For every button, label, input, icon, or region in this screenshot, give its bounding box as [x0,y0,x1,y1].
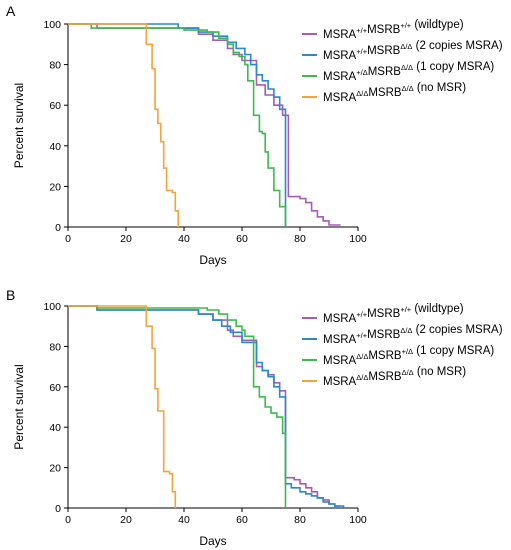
y-tick-label: 40 [49,422,61,434]
legend-label: MSRA+/ΔMSRBΔ/Δ (1 copy MSRA) [323,61,494,83]
x-tick-label: 0 [65,233,71,245]
series-line-2 [68,23,287,227]
legend-label: MSRAΔ/ΔMSRBΔ/Δ (no MSR) [323,82,466,104]
y-tick-label: 60 [49,100,61,112]
x-tick-label: 20 [120,233,132,245]
y-tick-label: 40 [49,141,61,153]
x-tick-label: 20 [120,514,132,526]
legend: MSRA+/+MSRB+/+ (wildtype)MSRA+/+MSRBΔ/Δ … [302,303,503,388]
y-tick-label: 20 [49,181,61,193]
y-tick-label: 80 [49,60,61,72]
panel-label: B [6,287,15,303]
y-tick-label: 0 [55,503,61,515]
x-tick-label: 60 [236,514,248,526]
series-line-3 [68,305,177,508]
legend-label: MSRA+/+MSRBΔ/Δ (2 copies MSRA) [323,324,503,346]
legend-label: MSRAΔ/ΔMSRB+/Δ (1 copy MSRA) [323,345,494,367]
series-line-1 [68,305,345,508]
x-tick-label: 40 [178,233,190,245]
y-axis-label: Percent survival [12,364,26,449]
legend: MSRA+/+MSRB+/+ (wildtype)MSRA+/+MSRBΔ/Δ … [302,19,503,104]
x-axis-label: Days [199,534,226,548]
y-tick-label: 20 [49,463,61,475]
x-tick-label: 80 [294,514,306,526]
y-tick-label: 100 [43,19,61,31]
x-axis-label: Days [199,253,226,267]
legend-label: MSRA+/+MSRBΔ/Δ (2 copies MSRA) [323,40,503,62]
y-tick-label: 80 [49,341,61,353]
series-line-0 [68,305,341,507]
legend-label: MSRA+/+MSRB+/+ (wildtype) [323,303,464,325]
series-line-0 [68,23,341,226]
x-tick-label: 0 [65,514,71,526]
x-tick-label: 80 [294,233,306,245]
y-tick-label: 100 [43,301,61,313]
y-tick-label: 0 [55,222,61,234]
series-line-2 [68,305,287,508]
panel-b: B 0 20 40 60 80 100 0 20 40 60 80 100 Days Percent sur… [6,287,503,548]
x-tick-label: 100 [349,514,367,526]
legend-label: MSRAΔ/ΔMSRBΔ/Δ (no MSR) [323,366,466,388]
legend-label: MSRA+/+MSRB+/+ (wildtype) [323,19,464,41]
x-tick-label: 60 [236,233,248,245]
x-tick-label: 40 [178,514,190,526]
panel-label: A [6,3,16,19]
x-tick-label: 100 [349,233,367,245]
y-axis-label: Percent survival [12,83,26,168]
panel-a: A 0 20 40 60 80 100 0 20 40 60 80 100 Days Percent sur… [6,3,503,267]
series-line-3 [68,23,179,227]
y-tick-label: 60 [49,382,61,394]
series-line-1 [68,23,287,227]
